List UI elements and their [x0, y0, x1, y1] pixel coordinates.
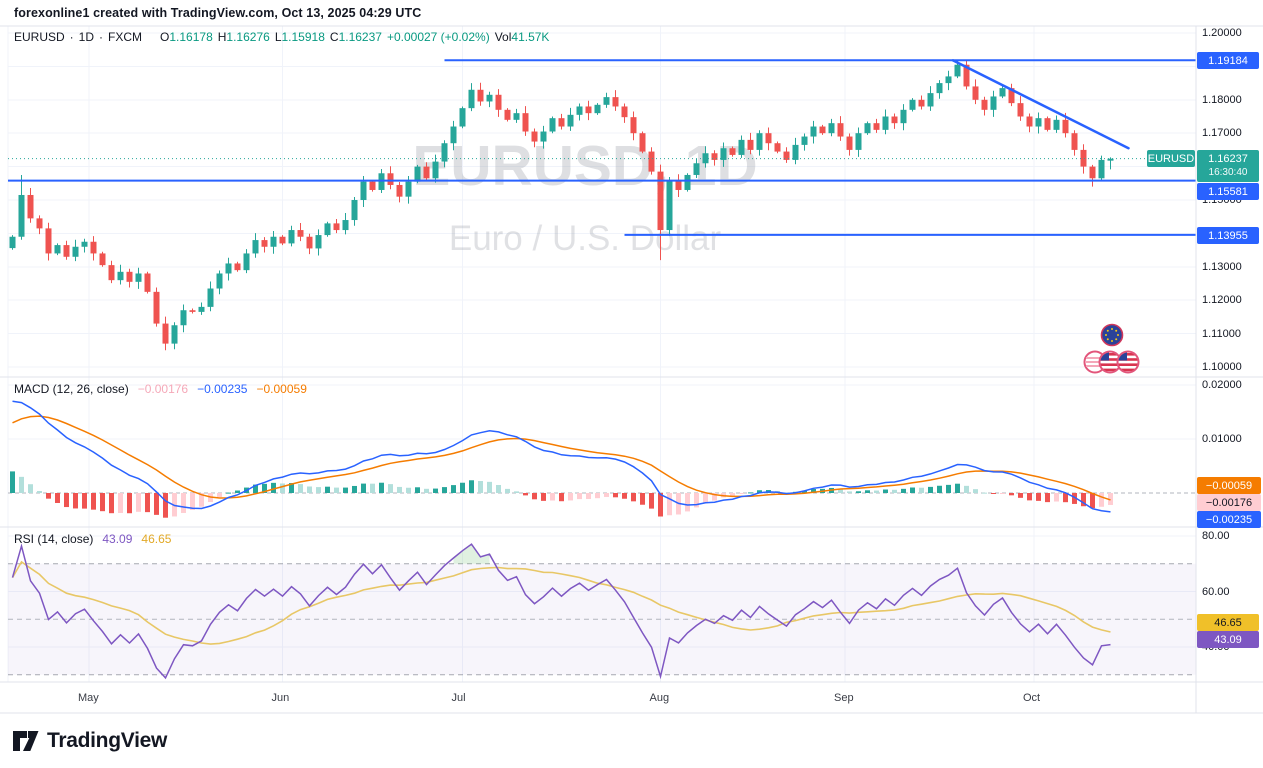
last-price-badge: 1.16237 16:30:40: [1197, 150, 1259, 182]
axis-tick-label: 1.13000: [1202, 260, 1242, 273]
attribution-header: forexonline1 created with TradingView.co…: [14, 6, 421, 20]
axis-tick-label: 60.00: [1202, 585, 1230, 598]
legend-separator: ·: [99, 30, 104, 44]
axis-tick-label: 1.12000: [1202, 294, 1242, 307]
macd-histogram-badge: −0.00176: [1197, 494, 1261, 511]
macd-line-badge: −0.00235: [1197, 511, 1261, 528]
legend-separator: ·: [69, 30, 74, 44]
rsi-legend[interactable]: RSI (14, close) 43.09 46.65: [14, 532, 171, 546]
legend-low: L1.15918: [274, 30, 325, 44]
tradingview-brand-text[interactable]: TradingView: [47, 729, 168, 752]
legend-symbol[interactable]: EURUSD: [14, 30, 65, 44]
rsi-value-badge: 43.09: [1197, 631, 1259, 648]
macd-histogram-value: −0.00176: [137, 382, 189, 396]
grid-lines: [7, 26, 1196, 682]
macd-line-value: −0.00235: [197, 382, 248, 396]
legend-volume: Vol41.57K: [494, 30, 550, 44]
axis-tick-label: 80.00: [1202, 530, 1230, 542]
drawn-level-lines[interactable]: [8, 59, 1196, 236]
last-price-value: 1.16237: [1208, 153, 1248, 165]
legend-change: +0.00027 (+0.02%): [386, 30, 490, 44]
legend-high: H1.16276: [217, 30, 270, 44]
watermark-symbol: EURUSD, 1D: [412, 134, 757, 198]
rsi-indicator: [8, 543, 1196, 680]
axis-tick-label: 1.10000: [1202, 361, 1242, 373]
macd-signal-badge: −0.00059: [1197, 477, 1261, 494]
time-axis-month-label: Oct: [1023, 692, 1041, 704]
axis-tick-label: 1.20000: [1202, 27, 1242, 39]
time-axis-month-label: May: [78, 692, 99, 704]
legend-exchange[interactable]: FXCM: [108, 30, 143, 44]
currency-flag-icons: [1083, 323, 1140, 374]
rsi-legend-title[interactable]: RSI (14, close): [14, 532, 94, 546]
legend-open: O1.16178: [160, 30, 213, 44]
lower-level-price-badge: 1.13955: [1197, 227, 1259, 244]
symbol-price-pill: EURUSD: [1147, 150, 1195, 167]
candlestick-series: [9, 60, 1114, 351]
legend-timeframe[interactable]: 1D: [78, 30, 95, 44]
eu-flag-icon: [1100, 323, 1124, 347]
rsi-value: 43.09: [102, 532, 133, 546]
legend-close: C1.16237: [329, 30, 382, 44]
time-axis-month-label: Jul: [451, 692, 466, 704]
macd-legend[interactable]: MACD (12, 26, close) −0.00176 −0.00235 −…: [14, 382, 307, 396]
time-axis-month-label: Jun: [271, 692, 290, 704]
rsi-ma-badge: 46.65: [1197, 614, 1259, 631]
bar-countdown: 16:30:40: [1208, 167, 1248, 178]
axis-tick-label: 0.01000: [1202, 433, 1242, 445]
attribution-text: forexonline1 created with TradingView.co…: [14, 6, 422, 20]
us-flag-icon: [1116, 350, 1140, 374]
macd-legend-title[interactable]: MACD (12, 26, close): [14, 382, 129, 396]
axis-tick-label: 1.18000: [1202, 93, 1242, 106]
footer-branding[interactable]: TradingView: [12, 729, 167, 753]
time-axis-month-label: Sep: [834, 692, 854, 704]
macd-indicator: [8, 400, 1196, 518]
axis-tick-label: 0.02000: [1202, 379, 1242, 391]
support-price-badge: 1.15581: [1197, 183, 1259, 200]
us-flag-icon: [1098, 350, 1122, 374]
level-price-badge: 1.19184: [1197, 52, 1259, 69]
panel-dividers: [0, 25, 1263, 714]
symbol-legend[interactable]: EURUSD · 1D · FXCM O1.16178 H1.16276 L1.…: [14, 30, 549, 44]
macd-signal-value: −0.00059: [256, 382, 307, 396]
axis-tick-label: 1.11000: [1202, 327, 1241, 340]
axis-tick-label: 1.17000: [1202, 127, 1242, 140]
time-axis-month-label: Aug: [649, 692, 670, 704]
rsi-ma-value: 46.65: [141, 532, 172, 546]
watermark-description: Euro / U.S. Dollar: [449, 219, 722, 258]
tradingview-logo-icon: [13, 731, 39, 751]
